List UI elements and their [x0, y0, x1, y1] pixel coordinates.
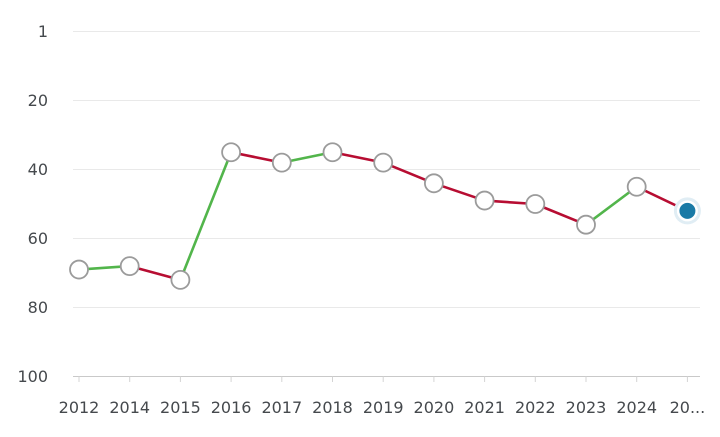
data-point-marker[interactable]: [576, 214, 596, 235]
x-axis-tick-label: 2020: [414, 398, 455, 417]
data-point-marker[interactable]: [119, 256, 140, 277]
x-axis-tick-label: 2016: [211, 398, 252, 417]
data-point-marker[interactable]: [474, 190, 495, 211]
data-point-marker[interactable]: [170, 269, 191, 290]
y-axis-tick-label: 20: [28, 91, 48, 110]
x-axis-tick-label: 2012: [59, 398, 100, 417]
x-axis-tick-label: 2014: [109, 398, 150, 417]
trend-line-segment-improve: [179, 150, 233, 282]
y-axis-tick-label: 80: [28, 298, 48, 317]
y-axis-tick-label: 1: [38, 22, 48, 41]
x-axis-tick-label: 2022: [515, 398, 556, 417]
x-axis-tick-label: 20...: [670, 398, 706, 417]
x-axis-tick-label: 2021: [464, 398, 505, 417]
x-axis-tick-label: 2019: [363, 398, 404, 417]
y-axis-tick-label: 40: [28, 160, 48, 179]
x-axis-tick-label: 2023: [566, 398, 607, 417]
data-point-marker[interactable]: [221, 142, 242, 163]
data-point-marker[interactable]: [373, 152, 394, 173]
y-axis-tick-label: 60: [28, 229, 48, 248]
x-axis-tick-label: 2017: [261, 398, 302, 417]
x-axis-tick-label: 2024: [616, 398, 657, 417]
data-point-marker[interactable]: [69, 259, 89, 280]
data-point-marker[interactable]: [271, 152, 292, 173]
data-point-marker[interactable]: [626, 176, 647, 197]
data-point-marker[interactable]: [525, 194, 546, 214]
y-axis-tick-label: 100: [17, 367, 48, 386]
data-point-marker[interactable]: [322, 142, 343, 163]
x-axis-tick-label: 2015: [160, 398, 201, 417]
trend-line-segment-improve: [584, 185, 639, 226]
current-data-point-marker[interactable]: [679, 202, 696, 219]
x-axis-tick-label: 2018: [312, 398, 353, 417]
data-point-marker[interactable]: [423, 173, 444, 194]
